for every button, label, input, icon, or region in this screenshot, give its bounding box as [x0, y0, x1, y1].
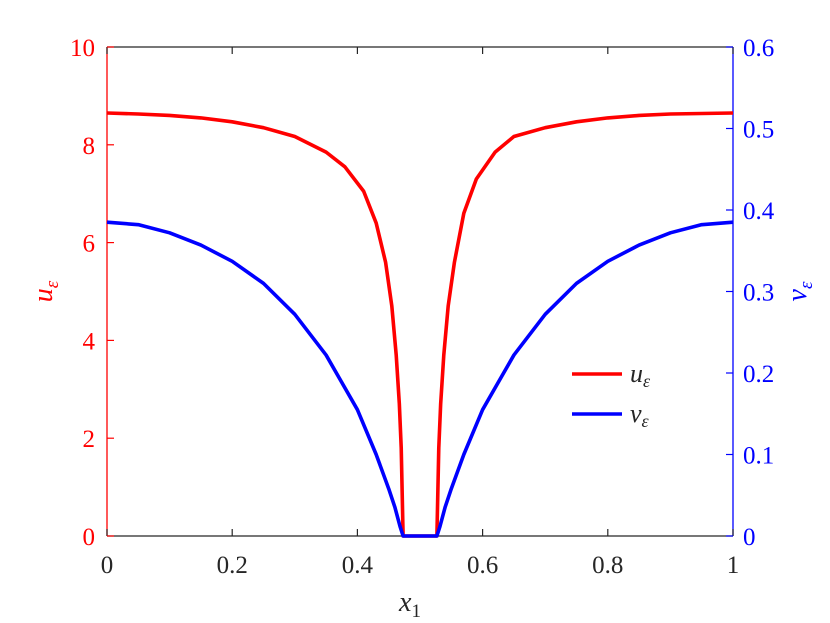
- legend-label: uε: [630, 359, 651, 391]
- right-y-tick-label: 0.2: [743, 361, 774, 388]
- x-tick-label: 0.2: [217, 552, 248, 579]
- legend: uε vε: [572, 359, 651, 431]
- right-y-tick-label: 0.4: [743, 198, 775, 225]
- left-y-tick-label: 2: [83, 426, 96, 453]
- right-y-tick-label: 0.3: [743, 280, 774, 307]
- axis-label-layer: x1 uε vε: [28, 280, 817, 622]
- right-y-tick-label: 0.1: [743, 443, 774, 470]
- x-tick-label: 0.8: [592, 552, 623, 579]
- x-axis-label: x1: [398, 587, 421, 622]
- left-y-axis-label: uε: [28, 280, 63, 302]
- plot-frame: [106, 46, 734, 537]
- left-y-tick-label: 4: [83, 328, 96, 355]
- x-tick-label: 0: [101, 552, 114, 579]
- right-y-axis-label: vε: [782, 281, 817, 301]
- left-y-tick-label: 6: [83, 231, 96, 258]
- series-layer: [106, 111, 734, 538]
- right-y-tick-label: 0: [743, 524, 756, 551]
- left-y-tick-label: 0: [83, 524, 96, 551]
- series-line-u: [106, 111, 734, 538]
- series-line-v: [106, 220, 734, 538]
- left-y-tick-label: 8: [83, 133, 96, 160]
- left-y-tick-label: 10: [70, 35, 95, 62]
- x-tick-label: 1: [727, 552, 740, 579]
- x-tick-label: 0.4: [342, 552, 374, 579]
- legend-label: vε: [630, 399, 650, 431]
- x-tick-label: 0.6: [467, 552, 498, 579]
- right-y-tick-label: 0.5: [743, 117, 774, 144]
- right-y-tick-label: 0.6: [743, 35, 774, 62]
